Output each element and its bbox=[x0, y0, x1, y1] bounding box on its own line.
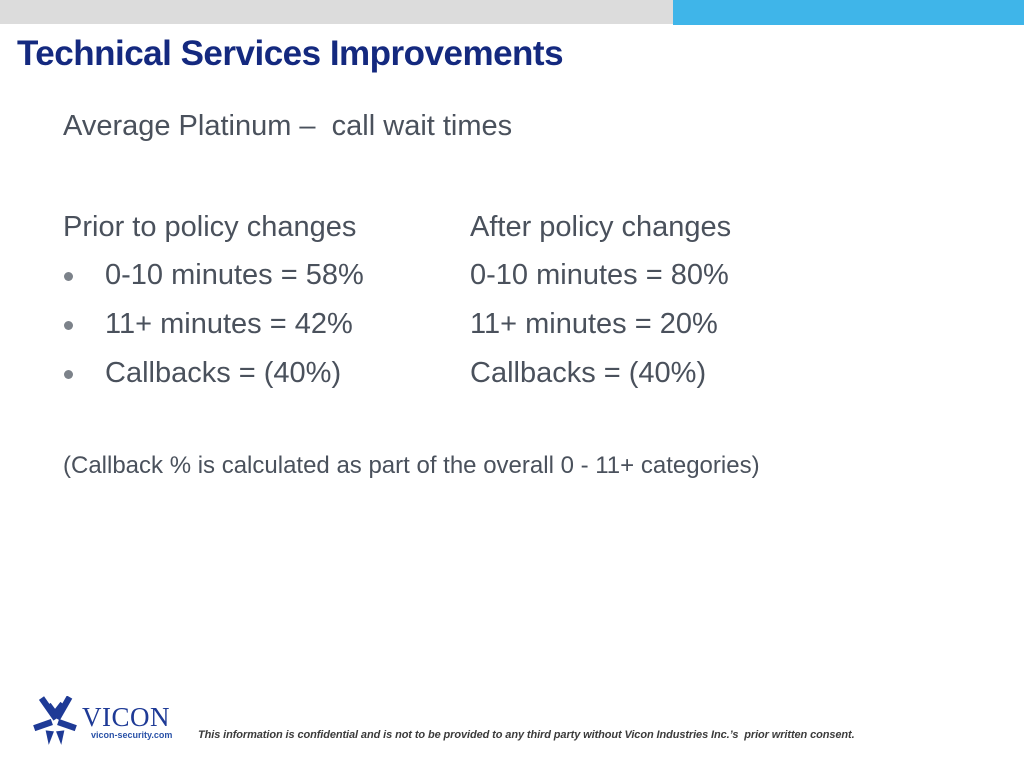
vicon-star-icon bbox=[33, 696, 77, 745]
bullet-item-right: 11+ minutes = 20% bbox=[470, 308, 718, 340]
bullet-item-right: Callbacks = (40%) bbox=[470, 357, 707, 389]
brand-name: VICON bbox=[82, 702, 170, 732]
bullet-item-right: 0-10 minutes = 80% bbox=[470, 259, 729, 291]
bullet-dot-icon bbox=[64, 370, 73, 379]
bullet-item-left: 11+ minutes = 42% bbox=[105, 308, 353, 340]
top-bar-gray-segment bbox=[0, 0, 673, 24]
page-title: Technical Services Improvements bbox=[17, 34, 564, 73]
bullet-row: 11+ minutes = 42% 11+ minutes = 20% bbox=[0, 308, 1024, 350]
top-bar-blue-segment bbox=[673, 0, 1024, 25]
brand-domain: vicon-security.com bbox=[91, 730, 173, 740]
bullet-item-left: 0-10 minutes = 58% bbox=[105, 259, 364, 291]
bullet-dot-icon bbox=[64, 272, 73, 281]
subtitle: Average Platinum – call wait times bbox=[63, 110, 513, 142]
bullet-item-left: Callbacks = (40%) bbox=[105, 357, 342, 389]
vicon-logo: VICON vicon-security.com bbox=[33, 694, 183, 752]
column-header-after: After policy changes bbox=[470, 211, 732, 243]
column-header-prior: Prior to policy changes bbox=[63, 211, 357, 243]
column-headers: Prior to policy changes After policy cha… bbox=[0, 211, 1024, 251]
bullet-row: 0-10 minutes = 58% 0-10 minutes = 80% bbox=[0, 259, 1024, 301]
confidentiality-disclaimer: This information is confidential and is … bbox=[198, 729, 855, 741]
bullet-dot-icon bbox=[64, 321, 73, 330]
callback-note: (Callback % is calculated as part of the… bbox=[63, 452, 760, 479]
bullet-row: Callbacks = (40%) Callbacks = (40%) bbox=[0, 357, 1024, 399]
top-accent-bar bbox=[0, 0, 1024, 25]
